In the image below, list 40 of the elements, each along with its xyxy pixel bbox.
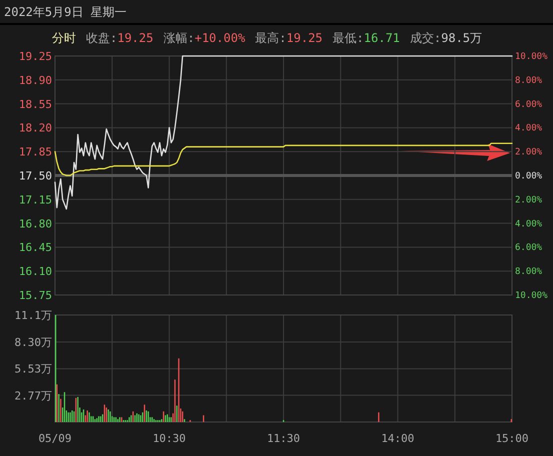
y2-tick-label: 2.00% bbox=[515, 195, 543, 206]
x-tick-label: 14:00 bbox=[381, 432, 414, 445]
y2-tick-label: 10.00% bbox=[515, 291, 548, 301]
y2-tick-label: 10.00% bbox=[515, 52, 548, 62]
text: 涨幅:+10.00% bbox=[163, 31, 246, 45]
y-tick-label: 19.25 bbox=[18, 50, 52, 63]
y2-tick-label: 2.00% bbox=[515, 148, 543, 158]
y2-tick-label: 0.00% bbox=[515, 172, 543, 182]
text: 成交:98.5万 bbox=[410, 31, 482, 45]
chart-title: 2022年5月9日 星期一 bbox=[4, 5, 127, 19]
line-series bbox=[54, 55, 513, 210]
y2-tick-label: 4.00% bbox=[515, 124, 543, 134]
y2-tick-label: 6.00% bbox=[515, 243, 543, 254]
y2-tick-label: 6.00% bbox=[515, 100, 543, 110]
y-tick-label: 18.55 bbox=[18, 98, 52, 111]
text: 收盘:19.25 bbox=[86, 31, 154, 45]
y-tick-label: 15.75 bbox=[18, 289, 52, 302]
text: 最低:16.71 bbox=[332, 31, 400, 45]
y-tick-label: 18.90 bbox=[18, 74, 52, 87]
x-tick-label: 05/09 bbox=[38, 432, 72, 445]
y2-tick-label: 8.00% bbox=[515, 76, 543, 86]
line-series bbox=[54, 142, 513, 176]
y-tick-label: 17.85 bbox=[18, 146, 52, 159]
y-tick-label: 16.10 bbox=[18, 265, 52, 278]
y-tick-label: 17.50 bbox=[18, 170, 52, 182]
y-tick-label: 5.53万 bbox=[14, 362, 52, 376]
y2-tick-label: 8.00% bbox=[515, 267, 543, 278]
y-tick-label: 18.20 bbox=[18, 122, 52, 135]
y-tick-label: 8.30万 bbox=[14, 336, 52, 349]
x-tick-label: 10:30 bbox=[152, 432, 186, 445]
y-tick-label: 16.80 bbox=[18, 217, 52, 230]
text: 最高:19.25 bbox=[255, 31, 323, 45]
text: 分时 bbox=[52, 31, 76, 45]
y-tick-label: 2.77万 bbox=[14, 389, 52, 402]
x-tick-label: 15:00 bbox=[495, 432, 529, 445]
x-tick-label: 11:30 bbox=[266, 432, 300, 445]
y-tick-label: 17.15 bbox=[18, 193, 52, 206]
y-tick-label: 11.1万 bbox=[14, 309, 52, 322]
y-tick-label: 16.45 bbox=[18, 241, 52, 254]
y2-tick-label: 4.00% bbox=[515, 219, 543, 230]
